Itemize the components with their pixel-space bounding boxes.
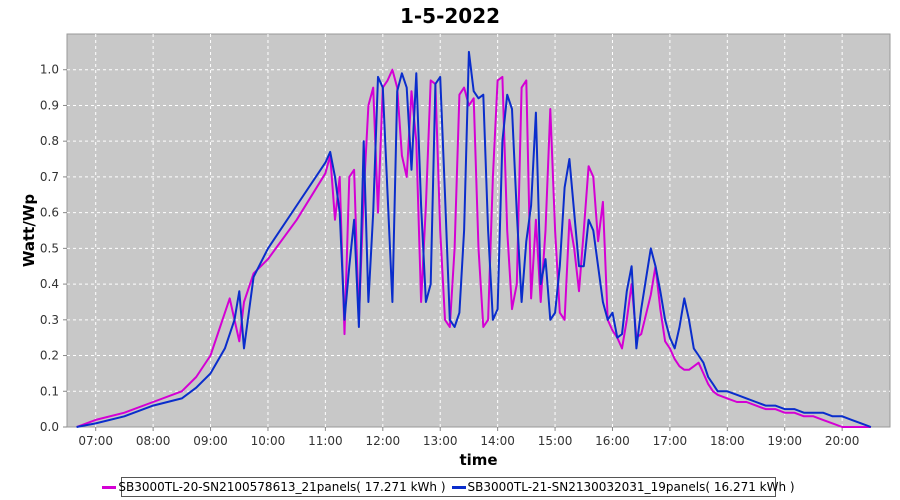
x-tick-label: 17:00 [653, 434, 688, 448]
x-tick-label: 09:00 [193, 434, 228, 448]
x-tick-label: 13:00 [423, 434, 458, 448]
y-tick-label: 1.0 [40, 63, 59, 77]
legend-swatch-series-2 [451, 485, 466, 489]
x-tick-label: 15:00 [538, 434, 573, 448]
legend-item-series-1: SB3000TL-20-SN2100578613_21panels( 17.27… [102, 480, 446, 494]
series-line-1 [76, 68, 871, 428]
x-tick-label: 07:00 [78, 434, 113, 448]
x-tick-label: 12:00 [366, 434, 401, 448]
x-axis-label: time [459, 451, 497, 469]
series-line-2 [76, 50, 872, 428]
chart-title: 1-5-2022 [399, 4, 501, 28]
y-tick-label: 0.3 [40, 313, 59, 327]
x-tick-label: 14:00 [480, 434, 515, 448]
y-tick-label: 0.4 [40, 277, 59, 291]
series-lines [76, 50, 872, 428]
y-tick-label: 0.9 [40, 98, 59, 112]
legend-swatch-series-1 [102, 485, 117, 489]
legend: SB3000TL-20-SN2100578613_21panels( 17.27… [102, 477, 795, 497]
y-axis-label: Watt/Wp [20, 194, 38, 267]
x-tick-label: 11:00 [308, 434, 343, 448]
y-tick-label: 0.7 [40, 170, 59, 184]
legend-label-series-2: SB3000TL-21-SN2130032031_19panels( 16.27… [467, 480, 795, 494]
x-tick-label: 18:00 [710, 434, 745, 448]
grid-lines [67, 34, 890, 427]
x-tick-label: 19:00 [767, 434, 802, 448]
x-tick-label: 10:00 [251, 434, 286, 448]
y-tick-label: 0.5 [40, 241, 59, 255]
x-tick-label: 20:00 [825, 434, 860, 448]
y-tick-label: 0.0 [40, 420, 59, 434]
x-tick-label: 16:00 [595, 434, 630, 448]
y-tick-label: 0.1 [40, 384, 59, 398]
y-tick-label: 0.6 [40, 206, 59, 220]
legend-item-series-2: SB3000TL-21-SN2130032031_19panels( 16.27… [451, 480, 795, 494]
axes: 0.0 0.1 0.2 0.3 0.4 0.5 0.6 0.7 0.8 0.9 1.0 07:00 08… [40, 63, 860, 448]
y-tick-label: 0.8 [40, 134, 59, 148]
y-tick-label: 0.2 [40, 349, 59, 363]
legend-label-series-1: SB3000TL-20-SN2100578613_21panels( 17.27… [118, 480, 446, 494]
x-tick-label: 08:00 [136, 434, 171, 448]
